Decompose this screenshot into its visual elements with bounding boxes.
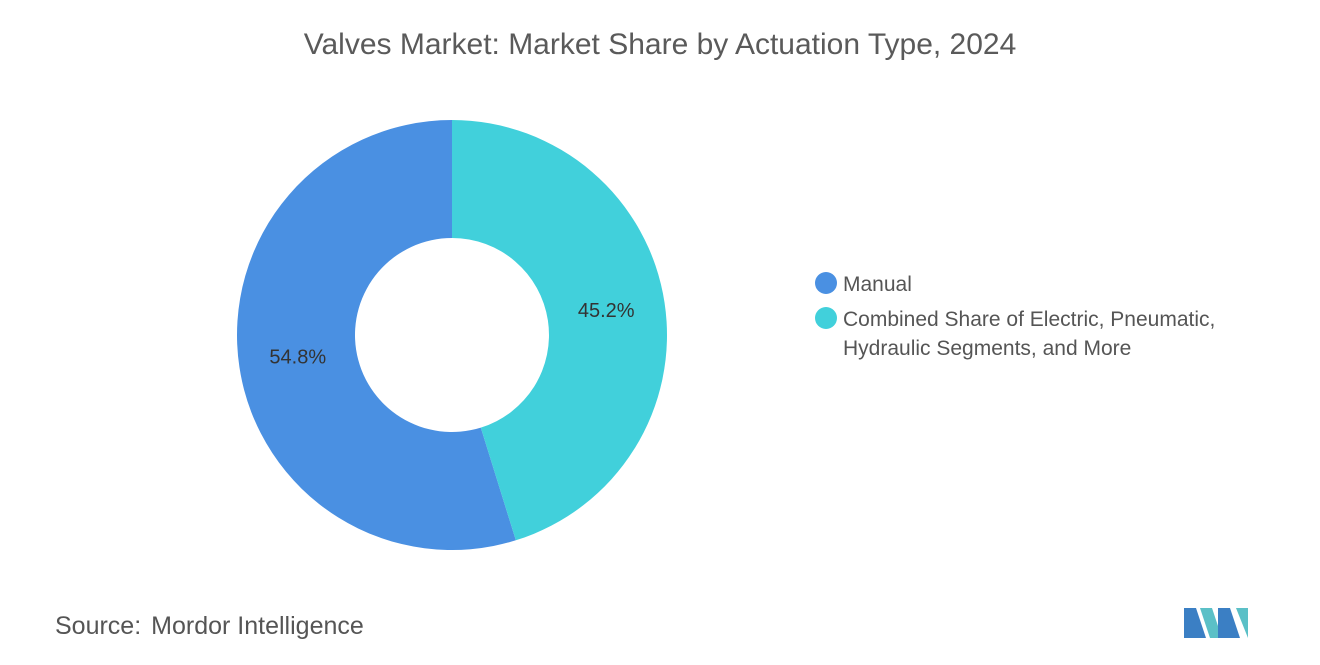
chart-title: Valves Market: Market Share by Actuation… <box>303 28 1017 61</box>
value-label: 54.8% <box>269 347 326 369</box>
legend-swatch <box>815 272 837 294</box>
legend-label: Manual <box>843 273 912 296</box>
value-label: 45.2% <box>578 300 635 322</box>
legend-item: Manual <box>815 270 1255 299</box>
legend: Manual Combined Share of Electric, Pneuma… <box>815 270 1255 369</box>
legend-label: Combined Share of Electric, Pneumatic, H… <box>843 308 1216 360</box>
source-text: Mordor Intelligence <box>151 612 364 640</box>
slice <box>452 120 667 541</box>
source: Source: Mordor Intelligence <box>55 612 374 641</box>
legend-swatch <box>815 307 837 329</box>
source-label: Source: <box>55 612 142 640</box>
legend-item: Combined Share of Electric, Pneumatic, H… <box>815 305 1255 363</box>
chart: 54.8% 45.2% <box>237 120 667 550</box>
logo <box>1184 608 1248 638</box>
slice <box>237 120 516 550</box>
